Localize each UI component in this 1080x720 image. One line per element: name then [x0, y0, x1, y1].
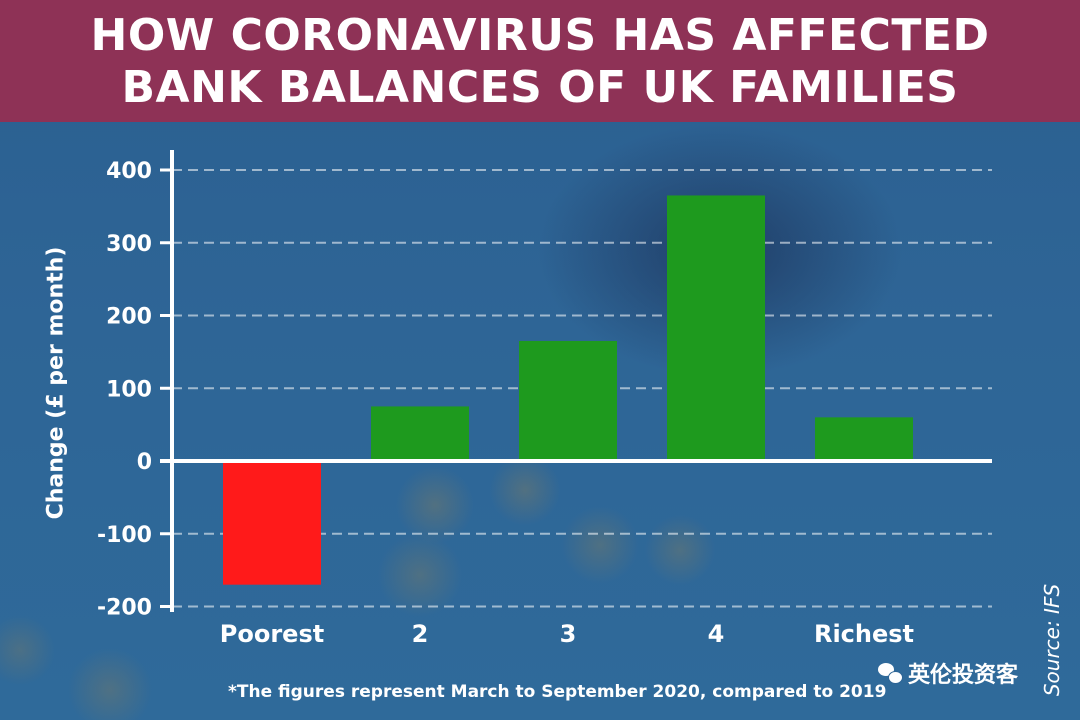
title-line-2: BANK BALANCES OF UK FAMILIES [121, 62, 959, 113]
axes [160, 150, 992, 612]
y-tick-labels: 400 300 200 100 0 -100 -200 [97, 159, 152, 621]
watermark: 英伦投资客 [878, 657, 1018, 689]
bar-richest [815, 417, 913, 461]
y-tick-label: 300 [106, 232, 152, 257]
x-tick-label: 3 [560, 620, 577, 648]
y-tick-label: -200 [97, 596, 152, 621]
x-tick-label: Richest [814, 620, 914, 648]
bar-poorest [223, 461, 321, 585]
y-tick-label: 200 [106, 305, 152, 330]
y-tick-label: 0 [137, 450, 152, 475]
header-banner: HOW CORONAVIRUS HAS AFFECTED BANK BALANC… [0, 0, 1080, 122]
y-tick-label: 100 [106, 377, 152, 402]
footnote: *The figures represent March to Septembe… [228, 682, 887, 702]
x-tick-label: Poorest [220, 620, 324, 648]
watermark-text: 英伦投资客 [908, 663, 1019, 688]
x-tick-label: 2 [412, 620, 429, 648]
bar-2 [371, 406, 469, 461]
x-tick-labels: Poorest 2 3 4 Richest [220, 620, 914, 648]
bar-4 [667, 195, 765, 461]
wechat-icon [878, 663, 903, 684]
y-tick-label: 400 [106, 159, 152, 184]
y-axis-label: Change (£ per month) [43, 246, 69, 520]
bar-3 [519, 340, 617, 461]
title-line-1: HOW CORONAVIRUS HAS AFFECTED [90, 10, 990, 61]
source-credit: Source: IFS [1040, 583, 1064, 697]
x-tick-label: 4 [708, 620, 725, 648]
bars [223, 195, 913, 585]
y-tick-label: -100 [97, 523, 152, 548]
